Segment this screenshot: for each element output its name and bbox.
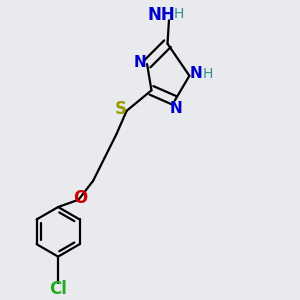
Text: Cl: Cl	[49, 280, 67, 298]
Text: H: H	[202, 67, 213, 81]
Text: H: H	[174, 7, 184, 21]
Text: O: O	[73, 189, 87, 207]
Text: S: S	[115, 100, 127, 118]
Text: NH: NH	[148, 6, 176, 24]
Text: N: N	[189, 66, 202, 81]
Text: N: N	[170, 101, 183, 116]
Text: N: N	[134, 55, 146, 70]
